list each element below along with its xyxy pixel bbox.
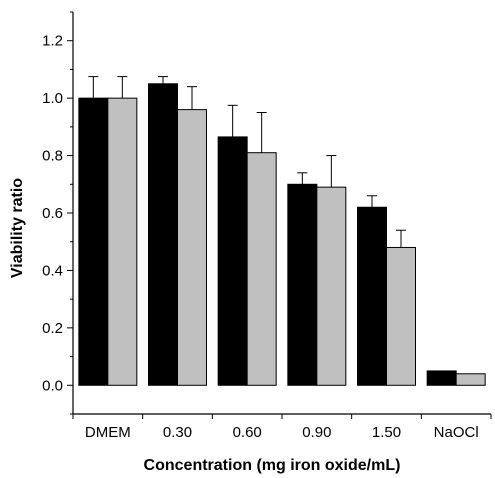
y-tick-label-0: 0.0 (42, 377, 63, 394)
bar-series2-4 (386, 246, 416, 386)
x-tick-label-2: 0.60 (233, 424, 262, 441)
y-axis-title: Viability ratio (9, 178, 26, 278)
bar-series2-1 (177, 109, 207, 386)
bar-series2-2 (246, 152, 277, 386)
x-tick-label-5: NaOCl (434, 424, 479, 441)
bar-series1-0 (78, 97, 109, 386)
y-tick-label-4: 0.8 (42, 148, 63, 165)
bar-series2-5 (455, 373, 486, 386)
bar-series2-0 (107, 97, 138, 386)
y-tick-label-2: 0.4 (42, 262, 63, 279)
bar-series2-3 (316, 186, 347, 386)
y-tick-label-1: 0.2 (42, 320, 63, 337)
x-tick-label-0: DMEM (85, 424, 131, 441)
y-tick-label-5: 1.0 (42, 90, 63, 107)
x-tick-label-3: 0.90 (302, 424, 331, 441)
plot-area: 0.0 0.2 0.4 0.6 0.8 1.0 1.2 DMEM 0.30 0.60 0.90 1.5… (42, 11, 492, 441)
bar-series1-5 (426, 370, 457, 386)
x-tick-label-4: 1.50 (372, 424, 401, 441)
y-tick-label-3: 0.6 (42, 205, 63, 222)
bar-series1-1 (148, 83, 178, 386)
y-tick-label-6: 1.2 (42, 33, 63, 50)
bar-series1-3 (287, 183, 318, 386)
x-tick-label-1: 0.30 (163, 424, 192, 441)
x-axis-title: Concentration (mg iron oxide/mL) (144, 457, 401, 474)
bar-series1-2 (217, 136, 248, 386)
bar-series1-4 (357, 206, 387, 386)
